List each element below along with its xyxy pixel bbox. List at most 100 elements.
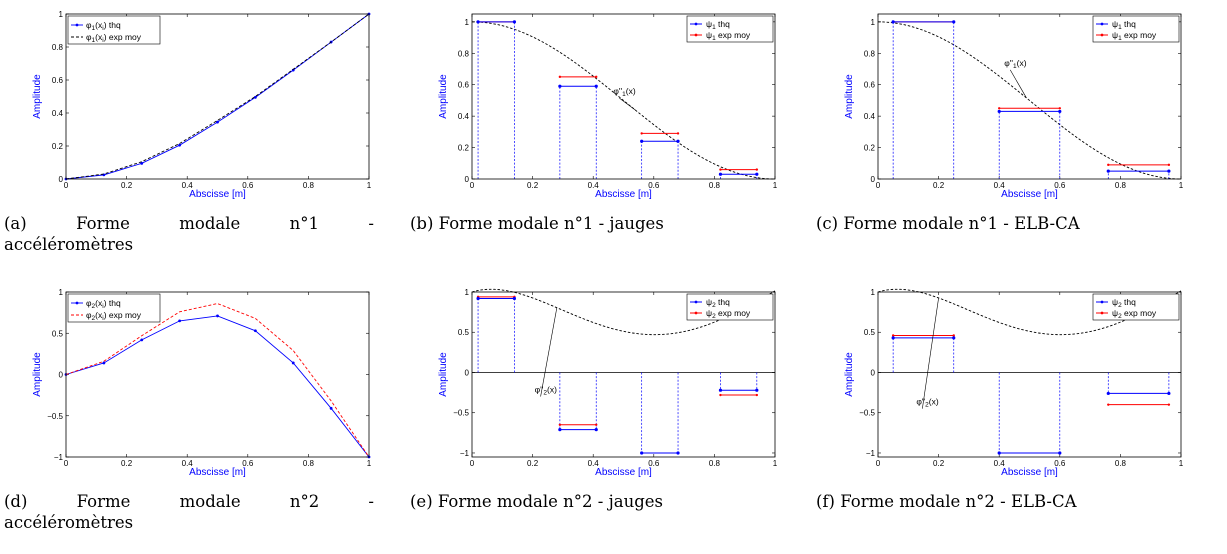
legend-entry-2: ψ2 exp moy	[1112, 308, 1157, 320]
thq-segment-end	[755, 172, 759, 176]
data-point	[216, 120, 219, 124]
chart-f: 0 0.2 0.4 0.6 0.8 1 −1 −0.5 0 0.5 1 Abscisse [m] Amp…	[844, 288, 1184, 478]
curve-annotation: φ''1(x)	[613, 86, 635, 98]
x-tick-label: 1	[367, 181, 372, 190]
caption-a-text: (a) Forme modale n°1 - accéléromètres	[4, 213, 374, 255]
thq-segment-end	[594, 428, 598, 432]
theory-curve	[471, 21, 776, 180]
x-tick-label: 0	[876, 459, 881, 468]
exp-segment-end	[595, 75, 598, 79]
x-axis-label: Abscisse [m]	[595, 189, 652, 200]
annotation-pointer	[1009, 69, 1027, 99]
theory-curve	[877, 21, 1182, 180]
x-tick-label: 0.2	[527, 181, 539, 190]
caption-d-line1: (d) Forme modale n°2 -	[4, 492, 374, 511]
exp-segment-end	[755, 393, 759, 397]
annotation-pointer	[922, 297, 939, 409]
thq-segment-end	[594, 84, 598, 88]
caption-c: (c) Forme modale n°1 - ELB-CA	[816, 213, 1186, 234]
curve-annotation: φ''1(x)	[1004, 58, 1026, 70]
thq-segment-end	[952, 336, 956, 340]
legend-box	[686, 15, 774, 43]
series-line-2	[65, 303, 370, 458]
plot-frame	[471, 291, 776, 458]
thq-segment-end	[718, 388, 723, 392]
data-point	[291, 361, 295, 365]
plot-frame	[65, 291, 370, 458]
x-tick-label: 0	[876, 181, 881, 190]
plot-frame	[471, 13, 776, 180]
legend-entry-2: ψ1 exp moy	[706, 30, 751, 42]
legend-entry-2: φ1(xi) exp moy	[86, 32, 142, 44]
x-tick-label: 0.2	[121, 459, 133, 468]
y-tick-label: 0.8	[458, 49, 470, 58]
y-tick-label: −1	[54, 453, 64, 462]
x-tick-label: 0.8	[709, 459, 721, 468]
y-tick-label: −0.5	[453, 409, 469, 418]
x-tick-label: 0.6	[648, 459, 660, 468]
thq-segment-end	[1058, 109, 1062, 114]
chart-d: 0 0.2 0.4 0.6 0.8 1 −1 −0.5 0 0.5 1 Abscisse [m] Amp…	[32, 288, 372, 478]
thq-segment-end	[1106, 169, 1110, 173]
legend-marker	[1100, 22, 1104, 26]
data-point	[178, 143, 182, 147]
thq-segment-end	[952, 20, 956, 24]
caption-b: (b) Forme modale n°1 - jauges	[410, 213, 780, 234]
data-point	[140, 338, 144, 342]
thq-segment-end	[512, 296, 517, 301]
y-tick-label: 1	[465, 288, 470, 297]
chart-b: 0 0.2 0.4 0.6 0.8 1 0 0.2 0.4 0.6 0.8 1 Abscisse [m]…	[438, 13, 778, 200]
y-tick-label: 0.8	[864, 49, 876, 58]
caption-f-text: (f) Forme modale n°2 - ELB-CA	[816, 492, 1077, 511]
caption-e-text: (e) Forme modale n°2 - jauges	[410, 492, 663, 511]
x-tick-label: 0.6	[1054, 181, 1066, 190]
x-tick-label: 1	[773, 181, 778, 190]
exp-segment-end	[558, 423, 562, 427]
caption-a-line1: (a) Forme modale n°1 -	[4, 214, 374, 233]
legend-entry-1: ψ1 thq	[706, 19, 730, 31]
legend-box	[67, 15, 161, 45]
annotation-pointer	[540, 307, 558, 397]
caption-d-text: (d) Forme modale n°2 - accéléromètres	[4, 491, 374, 533]
thq-segment-end	[1058, 451, 1062, 455]
y-axis-label: Amplitude	[438, 74, 449, 119]
y-tick-label: 0.2	[864, 144, 876, 153]
chart-c: 0 0.2 0.4 0.6 0.8 1 0 0.2 0.4 0.6 0.8 1 Abscisse [m]…	[844, 13, 1184, 200]
legend-marker	[75, 301, 79, 305]
x-tick-label: 0.2	[527, 459, 539, 468]
y-tick-label: 0.5	[864, 328, 876, 337]
x-tick-label: 0.6	[242, 181, 254, 190]
exp-segment-end	[640, 132, 643, 135]
thq-segment-end	[476, 296, 480, 301]
y-tick-label: −1	[460, 449, 470, 458]
legend-entry-1: ψ1 thq	[1112, 19, 1136, 31]
exp-segment-end	[998, 107, 1001, 110]
legend-marker	[1100, 311, 1104, 315]
legend-entry-1: φ1(xi) thq	[86, 20, 121, 32]
chart-panel-c: 0 0.2 0.4 0.6 0.8 1 0 0.2 0.4 0.6 0.8 1 Abscisse [m]…	[816, 4, 1196, 276]
thq-segment-end	[891, 336, 895, 340]
y-tick-label: 1	[59, 288, 64, 297]
x-tick-label: 1	[1179, 459, 1184, 468]
exp-segment-end	[1107, 403, 1110, 406]
exp-segment-end	[595, 423, 598, 427]
y-tick-label: 0.4	[458, 112, 470, 121]
x-tick-label: 0.8	[709, 181, 721, 190]
chart-a: 0 0.2 0.4 0.6 0.8 1 0 0.2 0.4 0.6 0.8 1 Abscisse [m]…	[32, 10, 372, 200]
y-tick-label: 0	[871, 368, 876, 377]
exp-segment-end	[1107, 163, 1110, 167]
x-tick-label: 1	[367, 459, 372, 468]
thq-segment-end	[1106, 391, 1110, 396]
y-tick-label: 0	[871, 175, 876, 184]
chart-panel-a: 0 0.2 0.4 0.6 0.8 1 0 0.2 0.4 0.6 0.8 1 Abscisse [m]…	[4, 4, 384, 276]
y-axis-label: Amplitude	[32, 352, 43, 397]
y-tick-label: 0.2	[458, 144, 470, 153]
chart-e: 0 0.2 0.4 0.6 0.8 1 −1 −0.5 0 0.5 1 Abscisse [m] Amp…	[438, 288, 778, 478]
caption-d: (d) Forme modale n°2 - accéléromètres	[4, 491, 374, 533]
y-tick-label: 0.5	[52, 329, 64, 338]
y-tick-label: 1	[59, 10, 64, 19]
caption-f: (f) Forme modale n°2 - ELB-CA	[816, 491, 1186, 512]
y-tick-label: 0	[465, 368, 470, 377]
y-axis-label: Amplitude	[844, 74, 855, 119]
x-tick-label: 0	[64, 181, 69, 190]
